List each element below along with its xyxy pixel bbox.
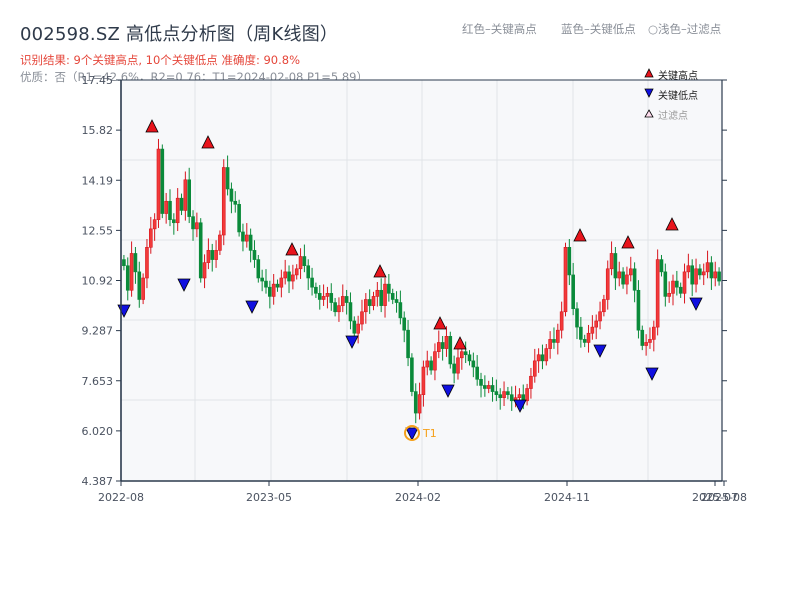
- triangle-up-outline-icon: [644, 108, 658, 121]
- svg-text:9.287: 9.287: [82, 325, 114, 338]
- svg-text:17.45: 17.45: [82, 74, 114, 87]
- top-legend-red: 红色–关键高点: [462, 22, 537, 36]
- legend-high: 关键高点: [644, 64, 698, 84]
- top-legend-light: ○浅色–过滤点: [648, 22, 722, 36]
- top-legend-blue: 蓝色–关键低点: [561, 22, 636, 36]
- triangle-down-blue-icon: [644, 88, 658, 101]
- svg-text:7.653: 7.653: [82, 375, 114, 388]
- svg-text:2022-08: 2022-08: [98, 491, 144, 504]
- svg-text:6.020: 6.020: [82, 425, 114, 438]
- svg-text:14.19: 14.19: [82, 174, 114, 187]
- result-summary: 识别结果: 9个关键高点, 10个关键低点 准确度: 90.8%: [20, 53, 301, 67]
- svg-text:2024-02: 2024-02: [395, 491, 441, 504]
- svg-text:2025-08: 2025-08: [701, 491, 747, 504]
- svg-text:15.82: 15.82: [82, 124, 114, 137]
- page-title: 002598.SZ 高低点分析图（周K线图）: [20, 24, 339, 45]
- svg-text:10.92: 10.92: [82, 275, 114, 288]
- svg-text:12.55: 12.55: [82, 224, 114, 237]
- grid-lines: [121, 80, 722, 481]
- key-point-markers: T1: [117, 119, 703, 441]
- svg-text:4.387: 4.387: [82, 475, 114, 488]
- candles: [122, 138, 721, 424]
- svg-text:2024-11: 2024-11: [544, 491, 590, 504]
- y-axis-ticks: 17.45 15.82 14.19 12.55 10.92 9.287 7.653 6.020…: [82, 74, 727, 488]
- triangle-up-red-icon: [644, 67, 658, 81]
- legend-low: 关键低点: [644, 84, 698, 104]
- t1-label: T1: [422, 427, 437, 440]
- svg-text:2025-07: 2025-07: [692, 491, 738, 504]
- legend-filtered: 过滤点: [644, 104, 698, 124]
- svg-text:2023-05: 2023-05: [246, 491, 292, 504]
- x-axis-ticks: 2022-08 2023-05 2024-02 2024-11 2025-072025-…: [98, 481, 747, 504]
- legend: 关键高点 关键低点 过滤点: [644, 64, 698, 124]
